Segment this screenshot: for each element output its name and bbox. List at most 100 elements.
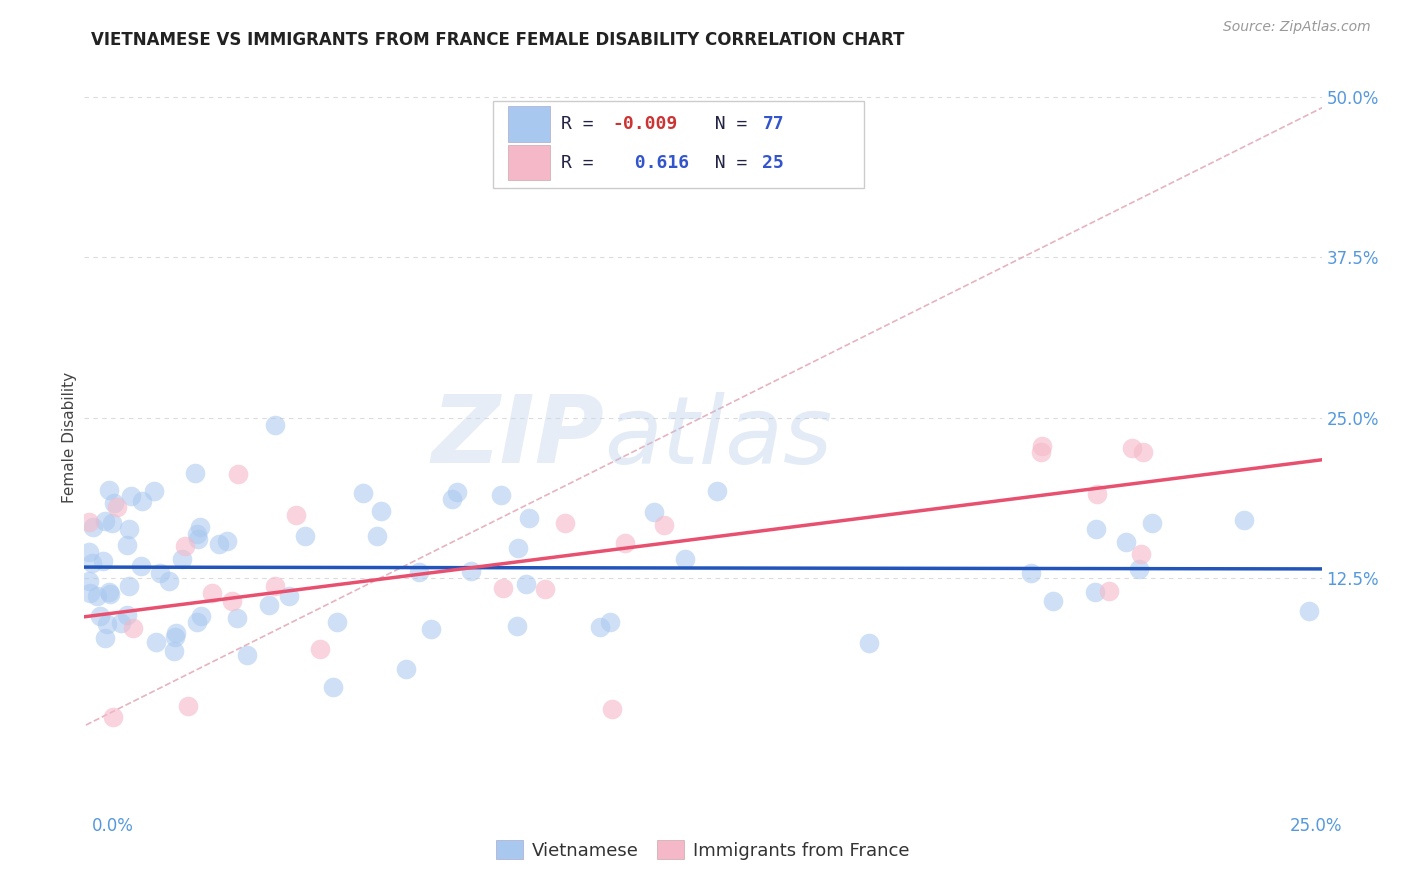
- Point: [326, 615, 349, 629]
- Point: [80, 556, 103, 570]
- Point: [294, 529, 316, 543]
- Point: [208, 537, 231, 551]
- Point: [643, 505, 665, 519]
- Point: [1128, 561, 1150, 575]
- Text: ZIP: ZIP: [432, 391, 605, 483]
- Point: [673, 552, 696, 566]
- Point: [165, 630, 187, 644]
- Point: [115, 538, 138, 552]
- Point: [420, 622, 443, 636]
- Point: [408, 566, 430, 580]
- Point: [79, 545, 101, 559]
- Point: [1140, 516, 1163, 530]
- Point: [145, 634, 167, 648]
- Point: [263, 578, 285, 592]
- Text: N =: N =: [693, 115, 758, 133]
- Point: [110, 615, 132, 630]
- Point: [79, 574, 101, 588]
- Point: [225, 611, 247, 625]
- Point: [554, 516, 576, 530]
- Point: [228, 467, 250, 481]
- Point: [149, 566, 172, 580]
- Point: [257, 598, 280, 612]
- Point: [157, 574, 180, 588]
- Text: N =: N =: [693, 153, 758, 172]
- Text: 77: 77: [762, 115, 785, 133]
- Point: [1233, 513, 1256, 527]
- Point: [589, 620, 612, 634]
- Point: [96, 617, 118, 632]
- Point: [82, 520, 104, 534]
- Point: [89, 609, 111, 624]
- Text: VIETNAMESE VS IMMIGRANTS FROM FRANCE FEMALE DISABILITY CORRELATION CHART: VIETNAMESE VS IMMIGRANTS FROM FRANCE FEM…: [91, 31, 905, 49]
- Point: [506, 541, 529, 555]
- Legend: Vietnamese, Immigrants from France: Vietnamese, Immigrants from France: [489, 833, 917, 867]
- Text: -0.009: -0.009: [613, 115, 678, 133]
- Point: [285, 508, 308, 522]
- Point: [105, 500, 128, 515]
- Point: [215, 534, 238, 549]
- Point: [706, 484, 728, 499]
- Point: [441, 491, 464, 506]
- Point: [366, 529, 388, 543]
- Point: [188, 520, 211, 534]
- Text: 25: 25: [762, 153, 785, 172]
- Point: [101, 516, 124, 530]
- Point: [1029, 445, 1052, 459]
- Point: [491, 488, 513, 502]
- FancyBboxPatch shape: [492, 101, 863, 188]
- Point: [118, 579, 141, 593]
- Point: [91, 554, 114, 568]
- Point: [115, 607, 138, 622]
- Point: [322, 681, 344, 695]
- Point: [1031, 439, 1053, 453]
- Y-axis label: Female Disability: Female Disability: [62, 371, 77, 503]
- Point: [177, 699, 200, 714]
- Point: [103, 496, 125, 510]
- Text: atlas: atlas: [605, 392, 832, 483]
- Point: [1098, 584, 1121, 599]
- Point: [122, 621, 145, 635]
- Point: [492, 582, 515, 596]
- Point: [858, 636, 880, 650]
- Point: [614, 536, 637, 550]
- Point: [1042, 594, 1064, 608]
- Point: [184, 466, 207, 480]
- Point: [1084, 584, 1107, 599]
- Point: [277, 589, 299, 603]
- Point: [394, 661, 416, 675]
- Point: [263, 418, 285, 433]
- Point: [129, 558, 152, 573]
- Point: [370, 504, 392, 518]
- Point: [1132, 444, 1154, 458]
- Text: Source: ZipAtlas.com: Source: ZipAtlas.com: [1223, 20, 1371, 34]
- FancyBboxPatch shape: [508, 106, 550, 142]
- Point: [186, 527, 208, 541]
- Point: [652, 518, 675, 533]
- Point: [186, 615, 208, 630]
- Point: [98, 585, 121, 599]
- Point: [172, 552, 194, 566]
- Point: [515, 577, 537, 591]
- Point: [201, 586, 224, 600]
- FancyBboxPatch shape: [508, 145, 550, 180]
- Point: [98, 587, 121, 601]
- Point: [120, 490, 142, 504]
- Text: 0.616: 0.616: [613, 153, 689, 172]
- Point: [190, 609, 212, 624]
- Point: [1021, 566, 1043, 580]
- Point: [1085, 522, 1108, 536]
- Point: [236, 648, 259, 662]
- Point: [187, 533, 209, 547]
- Point: [118, 522, 141, 536]
- Point: [308, 642, 330, 657]
- Point: [163, 643, 186, 657]
- Point: [1129, 547, 1152, 561]
- Point: [599, 615, 621, 630]
- Point: [1085, 487, 1108, 501]
- Point: [505, 619, 527, 633]
- Point: [165, 626, 187, 640]
- Point: [131, 494, 153, 508]
- Text: 0.0%: 0.0%: [91, 817, 134, 835]
- Point: [533, 582, 555, 597]
